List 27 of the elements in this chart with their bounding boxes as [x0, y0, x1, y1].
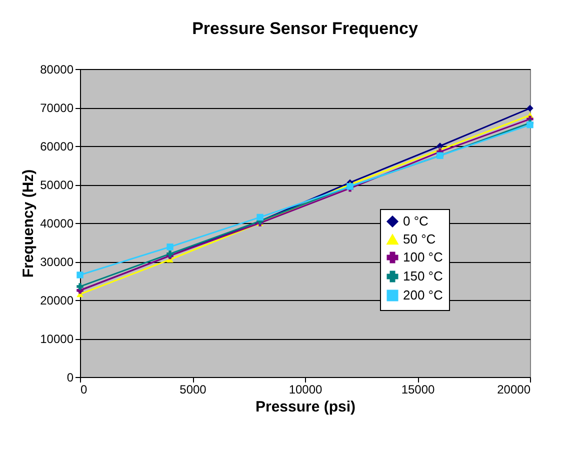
point — [166, 244, 174, 250]
legend-label: 100 °C — [403, 250, 443, 264]
x-tick-label: 20000 — [497, 382, 531, 396]
chart-title: Pressure Sensor Frequency — [192, 19, 418, 38]
point — [76, 272, 84, 278]
x-tick-label: 0 — [80, 382, 88, 396]
y-axis-title: Frequency (Hz) — [20, 169, 38, 278]
y-tick-label: 60000 — [40, 140, 74, 154]
legend-label: 0 °C — [403, 214, 428, 228]
y-tick-label: 50000 — [40, 178, 74, 192]
point — [256, 214, 264, 221]
legend-label: 150 °C — [403, 268, 443, 284]
y-tick-label: 80000 — [40, 62, 74, 76]
y-tick-label: 30000 — [40, 255, 74, 269]
point — [76, 283, 84, 290]
y-tick-label: 70000 — [40, 101, 74, 115]
y-tick-label: 20000 — [40, 294, 74, 308]
x-tick-label: 15000 — [401, 382, 436, 396]
y-tick-label: 40000 — [40, 216, 74, 230]
y-tick-label: 0 — [66, 370, 74, 384]
x-axis-title: Pressure (psi) — [255, 398, 356, 416]
x-tick-label: 5000 — [180, 382, 207, 396]
x-tick-label: 10000 — [288, 382, 323, 396]
legend-label: 200 °C — [403, 288, 443, 302]
y-tick-label: 10000 — [40, 332, 74, 346]
point — [526, 104, 534, 112]
legend-label: 50 °C — [403, 232, 436, 246]
